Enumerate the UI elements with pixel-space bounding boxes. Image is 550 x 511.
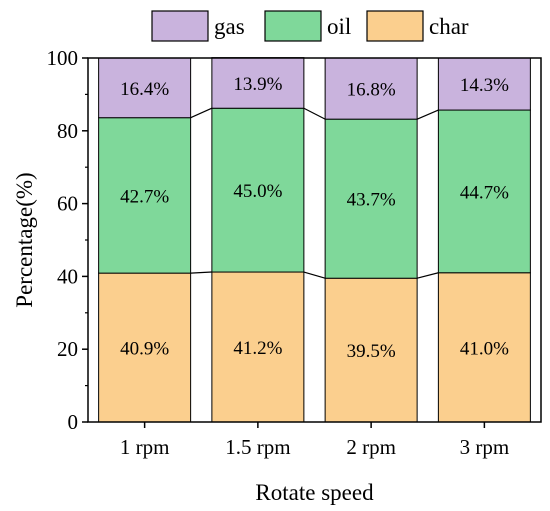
data-label-gas-1-rpm: 16.4% [120,79,169,100]
connector-oil-1 [303,107,326,120]
data-label-char-2-rpm: 39.5% [347,341,396,362]
axes: 0 20 40 60 80 100 1 rpm 1.5 rpm 2 rpm 3 rpm [47,46,542,459]
bars-group [98,57,531,423]
data-label-char-1-rpm: 40.9% [120,339,169,360]
legend-swatch-char [366,10,424,42]
data-label-oil-3-rpm: 44.7% [460,182,509,203]
x-tick-label-2-rpm: 2 rpm [346,435,396,459]
legend-swatch-gas [151,10,209,42]
y-tick-label-100: 100 [47,46,79,70]
x-tick-label-3-rpm: 3 rpm [460,435,510,459]
legend: gas oil char [151,10,469,42]
y-axis-title: Percentage(%) [12,172,37,307]
legend-swatch-oil [264,10,322,42]
connector-oil-2 [416,109,439,120]
y-tick-label-40: 40 [57,264,78,288]
connector-char-0 [190,271,212,274]
data-label-oil-1-rpm: 42.7% [120,186,169,207]
bar-gas-2-rpm [324,57,418,120]
bar-gas-3-rpm [437,57,531,111]
bar-oil-2-rpm [324,118,418,279]
data-label-char-1-5-rpm: 41.2% [233,338,282,359]
data-label-oil-2-rpm: 43.7% [347,190,396,211]
y-tick-label-80: 80 [57,119,78,143]
bar-oil-1-5-rpm [211,107,305,273]
y-tick-label-0: 0 [68,410,79,434]
connector-oil-0 [190,107,213,119]
legend-label-char: char [429,14,469,39]
x-axis-title: Rotate speed [255,480,374,505]
bar-char-1-5-rpm [211,271,305,423]
x-tick-label-1-5-rpm: 1.5 rpm [225,435,290,459]
y-tick-label-60: 60 [57,192,78,216]
x-tick-label-1-rpm: 1 rpm [120,435,170,459]
bar-oil-1-rpm [98,117,192,274]
data-labels: 40.9% 42.7% 16.4% 41.2% 45.0% 13.9% 39.5% 43.7%… [120,74,509,362]
bar-char-3-rpm [437,272,531,423]
data-label-gas-3-rpm: 14.3% [460,75,509,96]
legend-label-oil: oil [327,14,351,39]
bar-char-1-rpm [98,272,192,423]
data-label-gas-1-5-rpm: 13.9% [233,74,282,95]
connector-char-2 [416,272,439,279]
connector-lines [190,107,439,279]
data-label-char-3-rpm: 41.0% [460,338,509,359]
data-label-gas-2-rpm: 16.8% [347,80,396,101]
bar-oil-3-rpm [437,109,531,274]
connector-char-1 [303,271,326,279]
data-label-oil-1-5-rpm: 45.0% [233,181,282,202]
bar-gas-1-5-rpm [211,57,305,109]
legend-label-gas: gas [214,14,245,39]
y-tick-label-20: 20 [57,337,78,361]
